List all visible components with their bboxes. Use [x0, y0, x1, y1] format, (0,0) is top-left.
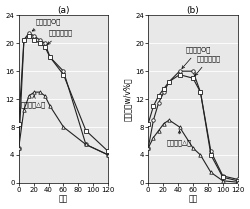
Y-axis label: 糖濃度（w/v%）: 糖濃度（w/v%）	[123, 77, 132, 121]
Text: 外層部（△）: 外層部（△）	[167, 131, 192, 146]
X-axis label: 日数: 日数	[59, 194, 68, 203]
Text: 外層部（△）: 外層部（△）	[21, 96, 46, 108]
Text: 中心部ＨO）: 中心部ＨO）	[32, 19, 60, 31]
Text: 中間部（口）: 中間部（口）	[48, 30, 72, 45]
Title: (a): (a)	[57, 6, 70, 15]
Text: 中間部（口）: 中間部（口）	[195, 56, 221, 75]
Title: (b): (b)	[186, 6, 199, 15]
Text: 中心部ＨO）: 中心部ＨO）	[182, 47, 211, 69]
X-axis label: 日数: 日数	[188, 194, 198, 203]
